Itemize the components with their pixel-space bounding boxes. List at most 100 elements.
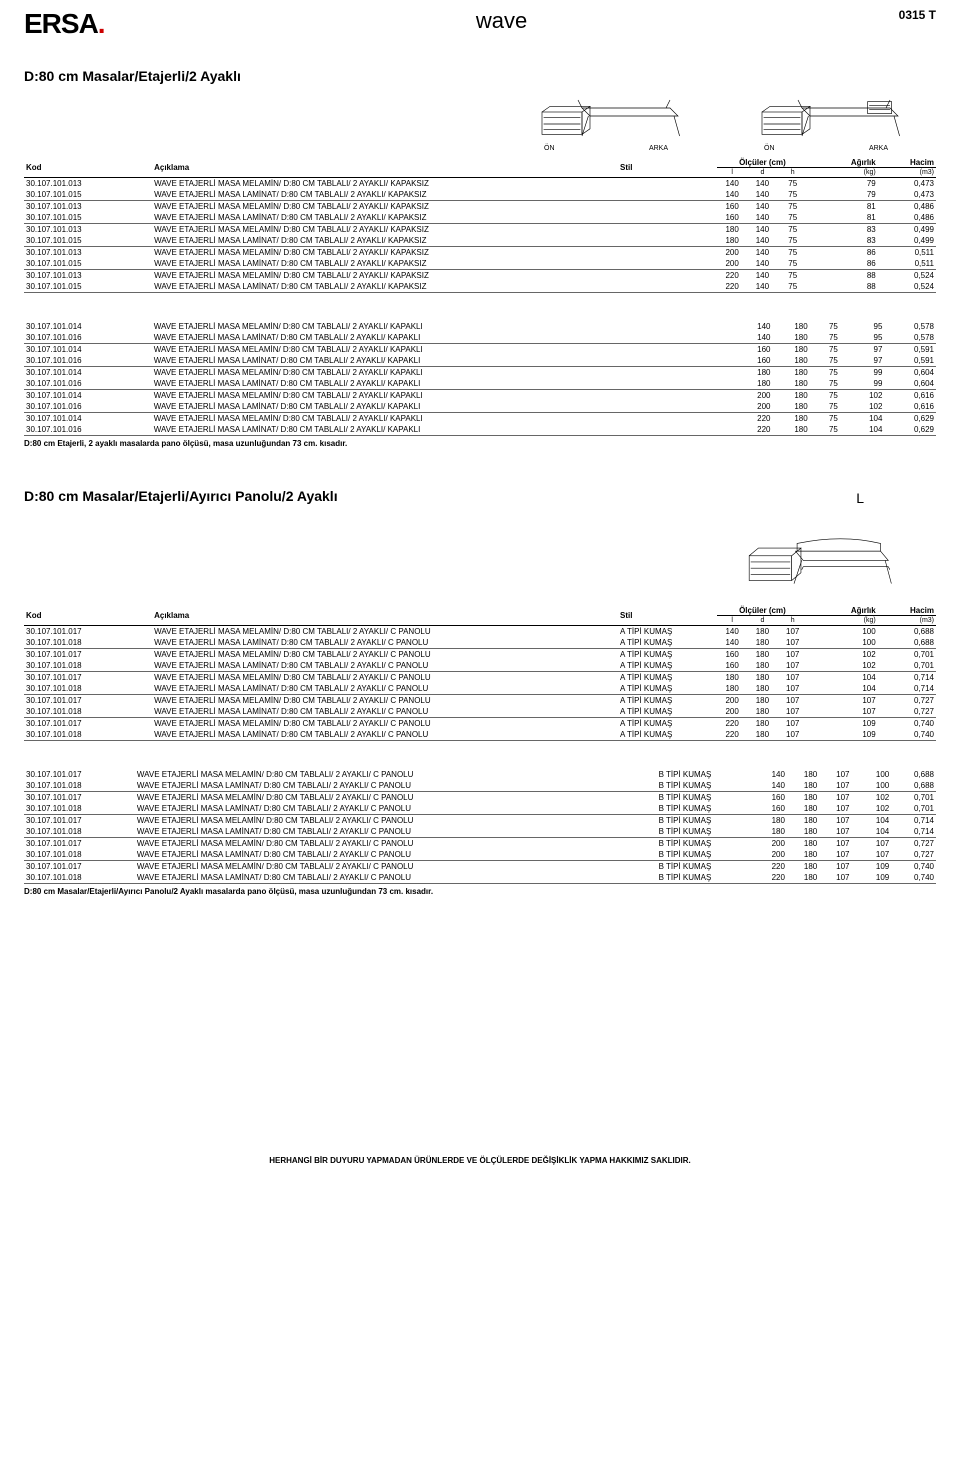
sketch-single: L (24, 510, 936, 600)
cell-kod: 30.107.101.018 (24, 683, 152, 695)
cell-vol: 0,701 (878, 660, 936, 672)
table-row: 30.107.101.017WAVE ETAJERLİ MASA MELAMİN… (24, 672, 936, 684)
table-head: Kod Açıklama Stil Ölçüler (cm) Ağırlık H… (24, 156, 936, 178)
cell-l: 200 (745, 390, 782, 402)
cell-d: 180 (747, 649, 777, 661)
cell-vol: 0,701 (891, 803, 936, 815)
cell-stil (737, 344, 746, 356)
cell-l: 220 (745, 413, 782, 425)
table-row: 30.107.101.016WAVE ETAJERLİ MASA LAMİNAT… (24, 424, 936, 436)
page-header: ERSA. wave 0315 T (24, 8, 936, 40)
sketch-L-label: L (856, 490, 864, 506)
th-olculer: Ölçüler (cm) (717, 156, 808, 168)
cell-h: 75 (820, 378, 848, 390)
cell-kod: 30.107.101.013 (24, 201, 152, 213)
cell-l: 200 (717, 258, 747, 270)
cell-vol: 0,591 (884, 344, 936, 356)
cell-l: 140 (717, 637, 747, 649)
cell-kod: 30.107.101.014 (24, 413, 152, 425)
cell-wt: 100 (808, 637, 878, 649)
cell-stil: B TİPİ KUMAŞ (657, 838, 763, 850)
cell-d: 180 (747, 660, 777, 672)
cell-l: 200 (717, 695, 747, 707)
cell-d: 180 (794, 792, 826, 804)
cell-h: 75 (820, 401, 848, 413)
cell-desc: WAVE ETAJERLİ MASA LAMİNAT/ D:80 CM TABL… (152, 378, 737, 390)
cell-vol: 0,740 (891, 872, 936, 884)
cell-d: 180 (782, 378, 819, 390)
cell-stil: B TİPİ KUMAŞ (657, 861, 763, 873)
th-olculer: Ölçüler (cm) (717, 604, 808, 616)
cell-wt: 109 (808, 718, 878, 730)
cell-wt: 107 (808, 706, 878, 718)
cell-h: 75 (778, 247, 808, 259)
cell-d: 180 (794, 769, 826, 780)
cell-stil (618, 201, 717, 213)
sketch-row-1: ÖN ARKA ÖN ARKA (24, 90, 936, 150)
cell-wt: 102 (847, 390, 884, 402)
cell-d: 180 (794, 838, 826, 850)
cell-desc: WAVE ETAJERLİ MASA LAMİNAT/ D:80 CM TABL… (152, 637, 618, 649)
cell-l: 180 (762, 826, 794, 838)
cell-l: 140 (745, 321, 782, 332)
cell-wt: 88 (808, 281, 878, 293)
cell-vol: 0,604 (884, 378, 936, 390)
cell-d: 180 (782, 401, 819, 413)
cell-wt: 100 (859, 769, 891, 780)
cell-l: 140 (717, 178, 747, 190)
cell-vol: 0,701 (891, 792, 936, 804)
desk-sketch-1: ÖN ARKA (526, 90, 686, 150)
table-row: 30.107.101.017WAVE ETAJERLİ MASA MELAMİN… (24, 861, 936, 873)
table-body-1a: 30.107.101.013WAVE ETAJERLİ MASA MELAMİN… (24, 178, 936, 293)
cell-h: 107 (827, 861, 859, 873)
cell-stil: B TİPİ KUMAŞ (657, 826, 763, 838)
cell-h: 75 (820, 321, 848, 332)
th-kod: Kod (24, 156, 152, 178)
cell-kod: 30.107.101.015 (24, 281, 152, 293)
cell-stil (737, 401, 746, 413)
cell-stil (737, 390, 746, 402)
cell-h: 75 (820, 424, 848, 436)
cell-d: 140 (747, 247, 777, 259)
cell-wt: 86 (808, 258, 878, 270)
footer-disclaimer: HERHANGİ BİR DUYURU YAPMADAN ÜRÜNLERDE V… (24, 1156, 936, 1165)
section2-table: Kod Açıklama Stil Ölçüler (cm) Ağırlık H… (24, 604, 936, 741)
cell-stil (618, 178, 717, 190)
cell-vol: 0,524 (878, 270, 936, 282)
cell-h: 75 (778, 178, 808, 190)
cell-l: 220 (717, 729, 747, 741)
cell-l: 140 (717, 626, 747, 638)
th-m3: (m3) (878, 616, 936, 626)
logo-text: ERSA (24, 8, 98, 39)
cell-d: 180 (794, 826, 826, 838)
cell-d: 180 (794, 803, 826, 815)
cell-wt: 97 (847, 355, 884, 367)
cell-kod: 30.107.101.013 (24, 178, 152, 190)
section1b-table: 30.107.101.014 WAVE ETAJERLİ MASA MELAMİN… (24, 321, 936, 436)
cell-h: 107 (827, 803, 859, 815)
th-agirlik: Ağırlık (808, 156, 878, 168)
cell-desc: WAVE ETAJERLİ MASA MELAMİN/ D:80 CM TABL… (152, 626, 618, 638)
cell-desc: WAVE ETAJERLİ MASA LAMİNAT/ D:80 CM TABL… (135, 826, 657, 838)
table-row: 30.107.101.015WAVE ETAJERLİ MASA LAMİNAT… (24, 235, 936, 247)
cell-vol: 0,499 (878, 235, 936, 247)
cell-stil: B TİPİ KUMAŞ (657, 769, 763, 780)
cell-l: 160 (717, 660, 747, 672)
cell-wt: 100 (808, 626, 878, 638)
th-agirlik: Ağırlık (808, 604, 878, 616)
cell-kod: 30.107.101.013 (24, 247, 152, 259)
cell-desc: WAVE ETAJERLİ MASA MELAMİN/ D:80 CM TABL… (152, 367, 737, 379)
table-row: 30.107.101.017WAVE ETAJERLİ MASA MELAMİN… (24, 649, 936, 661)
cell-stil (618, 235, 717, 247)
cell-d: 140 (747, 235, 777, 247)
cell-l: 140 (762, 780, 794, 792)
cell-h: 107 (827, 838, 859, 850)
cell-stil (737, 367, 746, 379)
desk-sketch-2: ÖN ARKA (746, 90, 906, 150)
cell-desc: WAVE ETAJERLİ MASA LAMİNAT/ D:80 CM TABL… (152, 189, 618, 201)
cell-kod: 30.107.101.018 (24, 803, 135, 815)
cell-wt: 102 (847, 401, 884, 413)
table-row: 30.107.101.013WAVE ETAJERLİ MASA MELAMİN… (24, 247, 936, 259)
cell-stil: A TİPİ KUMAŞ (618, 637, 717, 649)
cell-vol: 0,727 (878, 695, 936, 707)
